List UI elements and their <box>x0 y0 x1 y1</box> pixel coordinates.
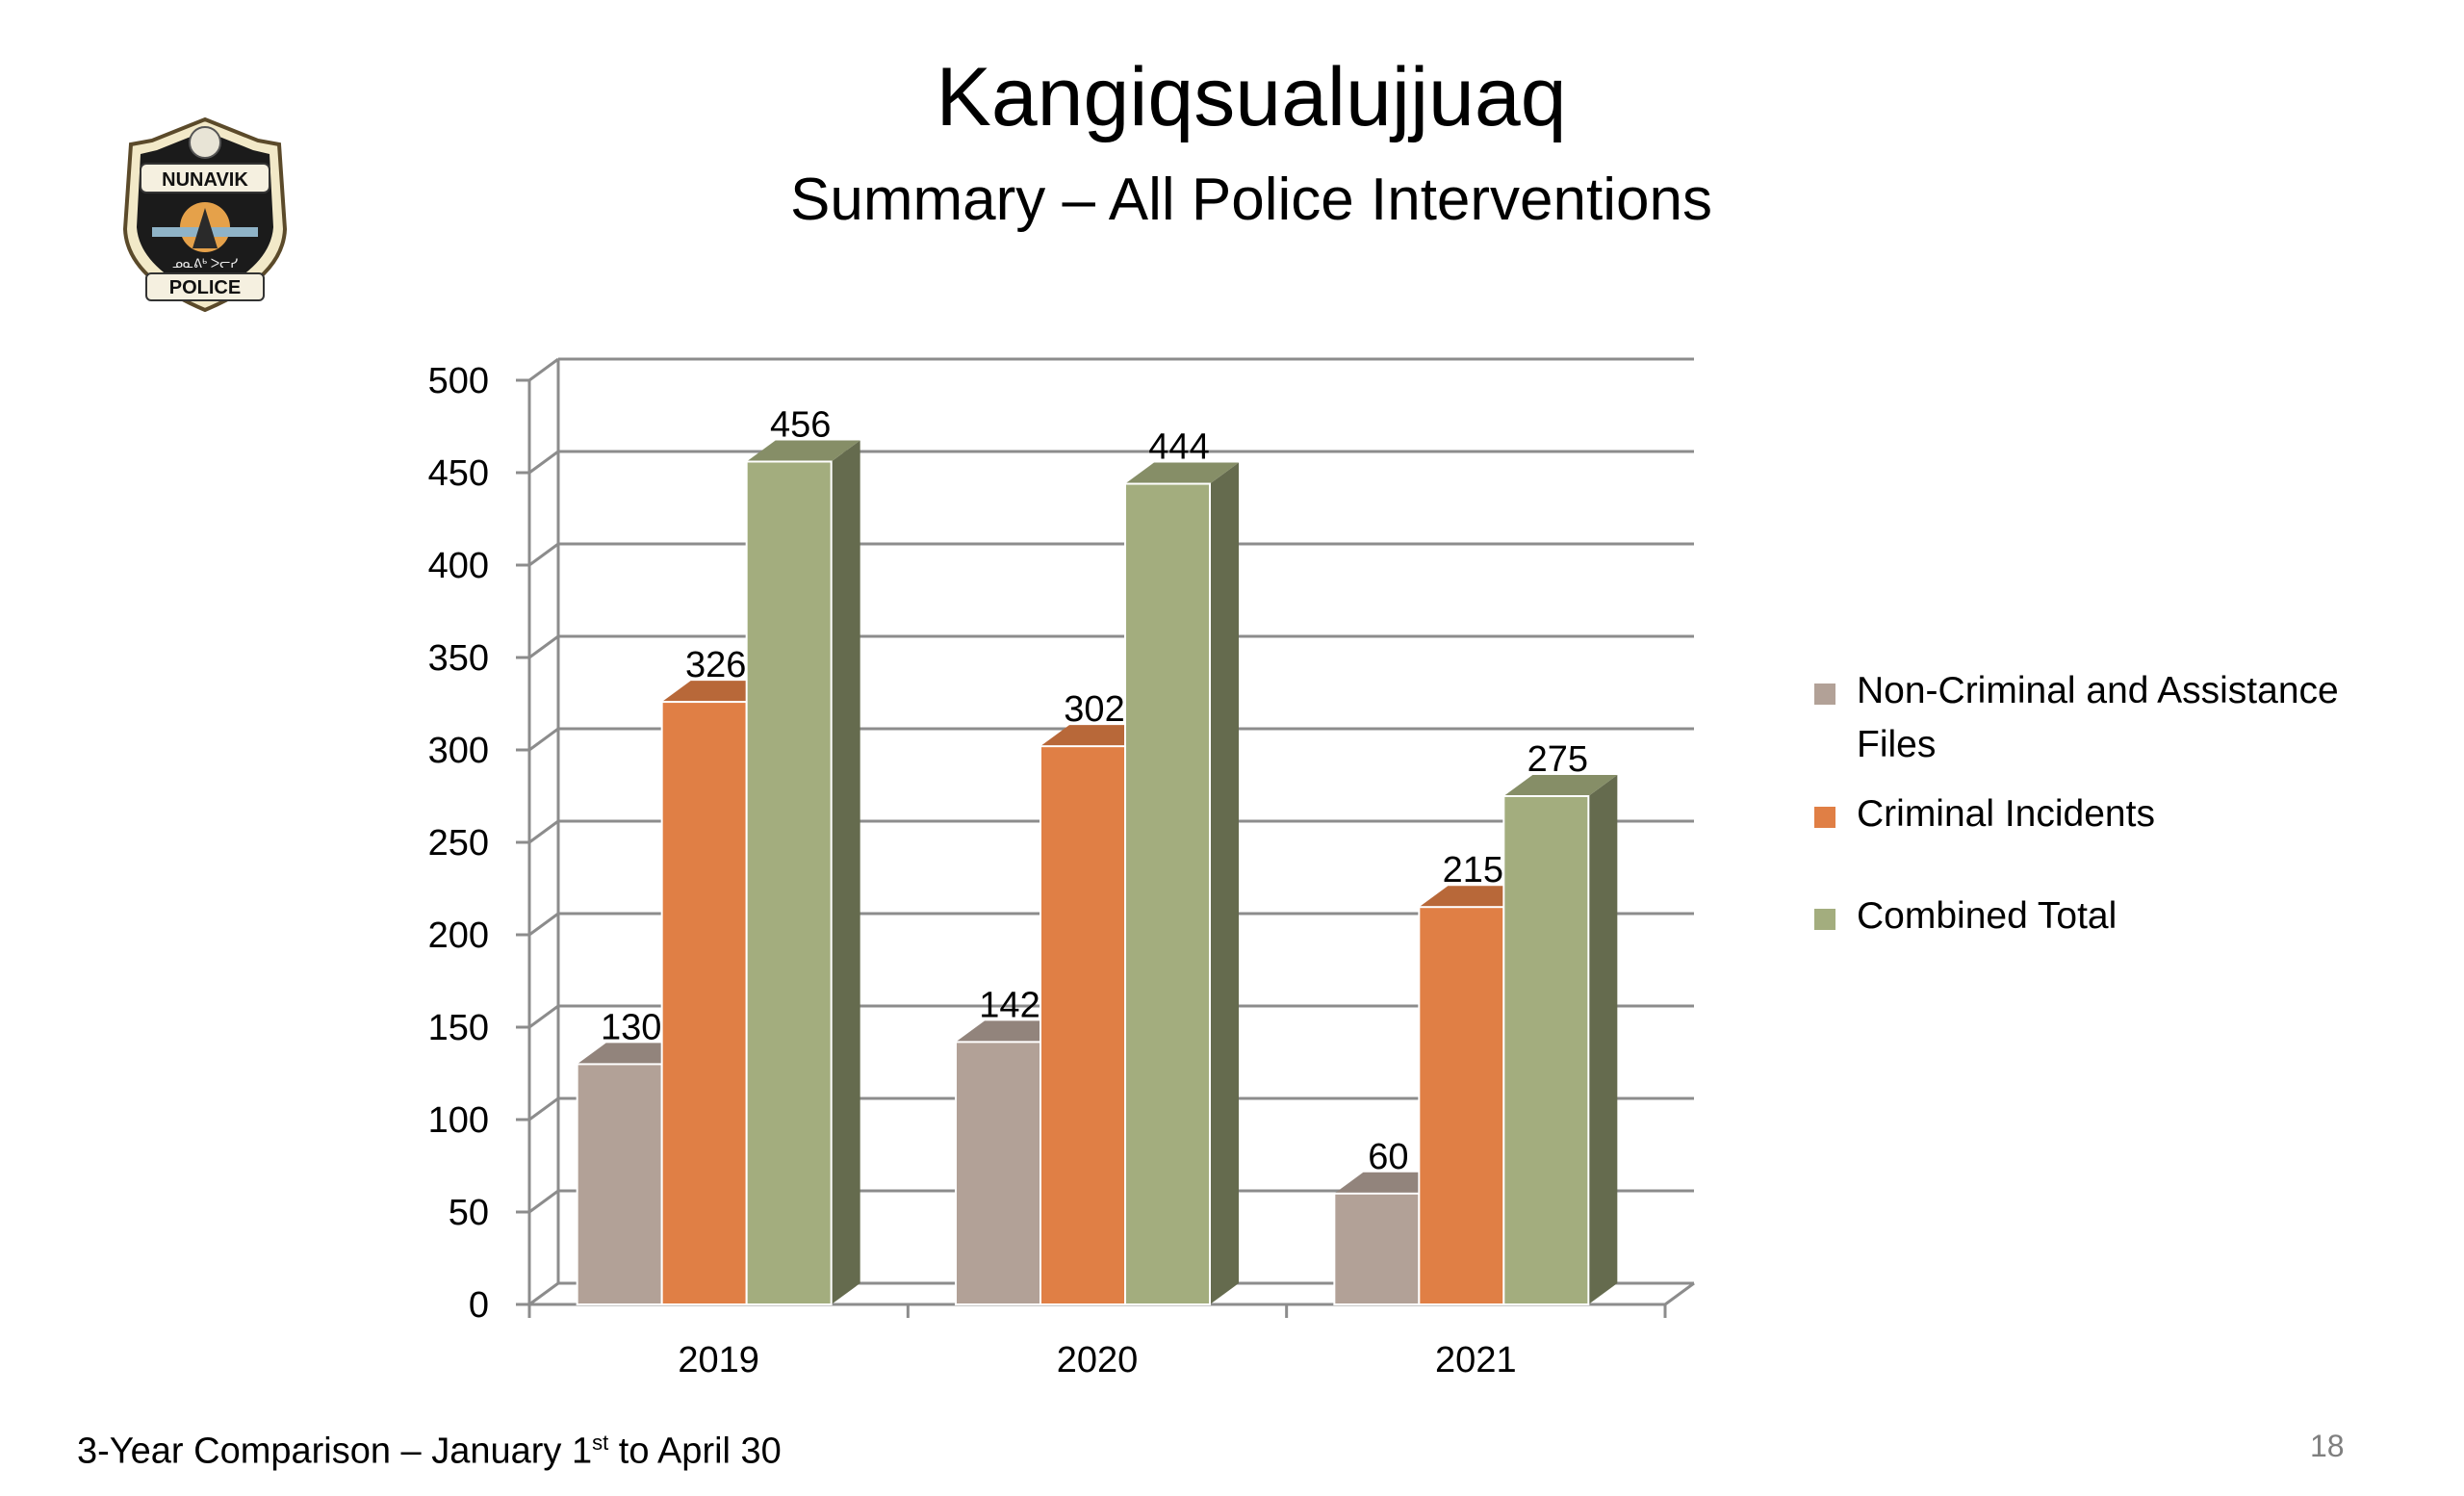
chart-legend: Non-Criminal and Assistance Files Crimin… <box>1814 664 2411 959</box>
bar-front <box>1040 745 1126 1305</box>
chart-bars <box>576 440 1618 1306</box>
legend-swatch <box>1814 684 1835 705</box>
gridline-diagonal <box>528 450 559 475</box>
x-tick-label: 2021 <box>1435 1340 1517 1380</box>
y-tick-label: 250 <box>428 823 489 864</box>
bar-front <box>955 1041 1041 1305</box>
page-number: 18 <box>2310 1429 2345 1463</box>
gridline-diagonal <box>528 819 559 844</box>
chart-labels: 0 50 100 150 200 250 300 350 400 450 500 2019 130 326… <box>428 361 1588 1380</box>
bar-front <box>1333 1192 1421 1306</box>
legend-label: Non-Criminal and Assistance Files <box>1857 670 2339 765</box>
gridline-diagonal <box>528 1189 559 1214</box>
legend-label: Combined Total <box>1857 895 2118 937</box>
y-tick-label: 500 <box>428 361 489 401</box>
data-label: 275 <box>1527 739 1588 780</box>
gridline-diagonal <box>528 1004 559 1029</box>
legend-swatch <box>1814 807 1835 828</box>
bar-top <box>746 440 860 462</box>
data-label: 215 <box>1443 850 1503 890</box>
bar-front <box>660 701 748 1305</box>
y-tick-label: 150 <box>428 1008 489 1048</box>
y-tick-label: 300 <box>428 731 489 771</box>
x-tick-label: 2020 <box>1057 1340 1139 1380</box>
page-title: Kangiqsualujjuaq <box>936 51 1567 143</box>
svg-text:ᓄᓇᕕᒃ ᐳᓕᓯ: ᓄᓇᕕᒃ ᐳᓕᓯ <box>172 256 238 271</box>
x-tick-label: 2019 <box>678 1340 759 1380</box>
legend-item-non-criminal: Non-Criminal and Assistance Files <box>1814 664 2411 772</box>
gridline-diagonal <box>528 1096 559 1122</box>
legend-swatch <box>1814 909 1835 930</box>
data-label: 302 <box>1064 689 1124 730</box>
bar-front <box>1124 482 1211 1305</box>
bar-front <box>1502 795 1590 1305</box>
bar-side <box>831 440 860 1305</box>
y-tick-label: 200 <box>428 916 489 956</box>
gridline-diagonal <box>528 1281 559 1306</box>
bar-front <box>745 460 833 1306</box>
gridline-diagonal <box>528 542 559 567</box>
bar <box>745 440 860 1306</box>
legend-item-criminal: Criminal Incidents <box>1814 787 2411 841</box>
y-tick-label: 50 <box>449 1193 489 1233</box>
bar-front <box>1418 906 1505 1305</box>
bar-side <box>1210 462 1239 1304</box>
gridline-diagonal <box>528 634 559 659</box>
svg-text:NUNAVIK: NUNAVIK <box>162 169 248 191</box>
bar <box>1124 462 1239 1305</box>
bar <box>1502 775 1618 1305</box>
bar-side <box>1588 775 1618 1304</box>
footer-superscript: st <box>592 1431 609 1455</box>
y-tick-label: 0 <box>469 1285 489 1326</box>
data-label: 130 <box>601 1007 661 1047</box>
data-label: 326 <box>685 645 746 685</box>
y-tick-label: 400 <box>428 546 489 586</box>
data-label: 60 <box>1368 1137 1408 1177</box>
bar-top <box>1125 462 1239 484</box>
legend-item-combined: Combined Total <box>1814 890 2411 943</box>
bar-top <box>1503 775 1618 796</box>
y-tick-label: 100 <box>428 1100 489 1141</box>
y-tick-label: 450 <box>428 453 489 494</box>
gridline-diagonal <box>528 727 559 752</box>
footer-caption: 3-Year Comparison – January 1st to April… <box>77 1431 782 1472</box>
gridline-diagonal <box>528 912 559 937</box>
legend-label: Criminal Incidents <box>1857 793 2155 835</box>
gridline-diagonal <box>528 357 559 382</box>
y-tick-label: 350 <box>428 638 489 679</box>
data-label: 142 <box>979 985 1040 1025</box>
data-label: 456 <box>770 404 831 445</box>
data-label: 444 <box>1148 427 1209 468</box>
bar-front <box>576 1063 663 1306</box>
svg-text:POLICE: POLICE <box>169 277 241 298</box>
page-subtitle: Summary – All Police Interventions <box>790 167 1712 233</box>
nunavik-police-badge-icon: NUNAVIK ᓄᓇᕕᒃ ᐳᓕᓯ POLICE <box>114 114 296 316</box>
floor-edge <box>1664 1281 1695 1306</box>
